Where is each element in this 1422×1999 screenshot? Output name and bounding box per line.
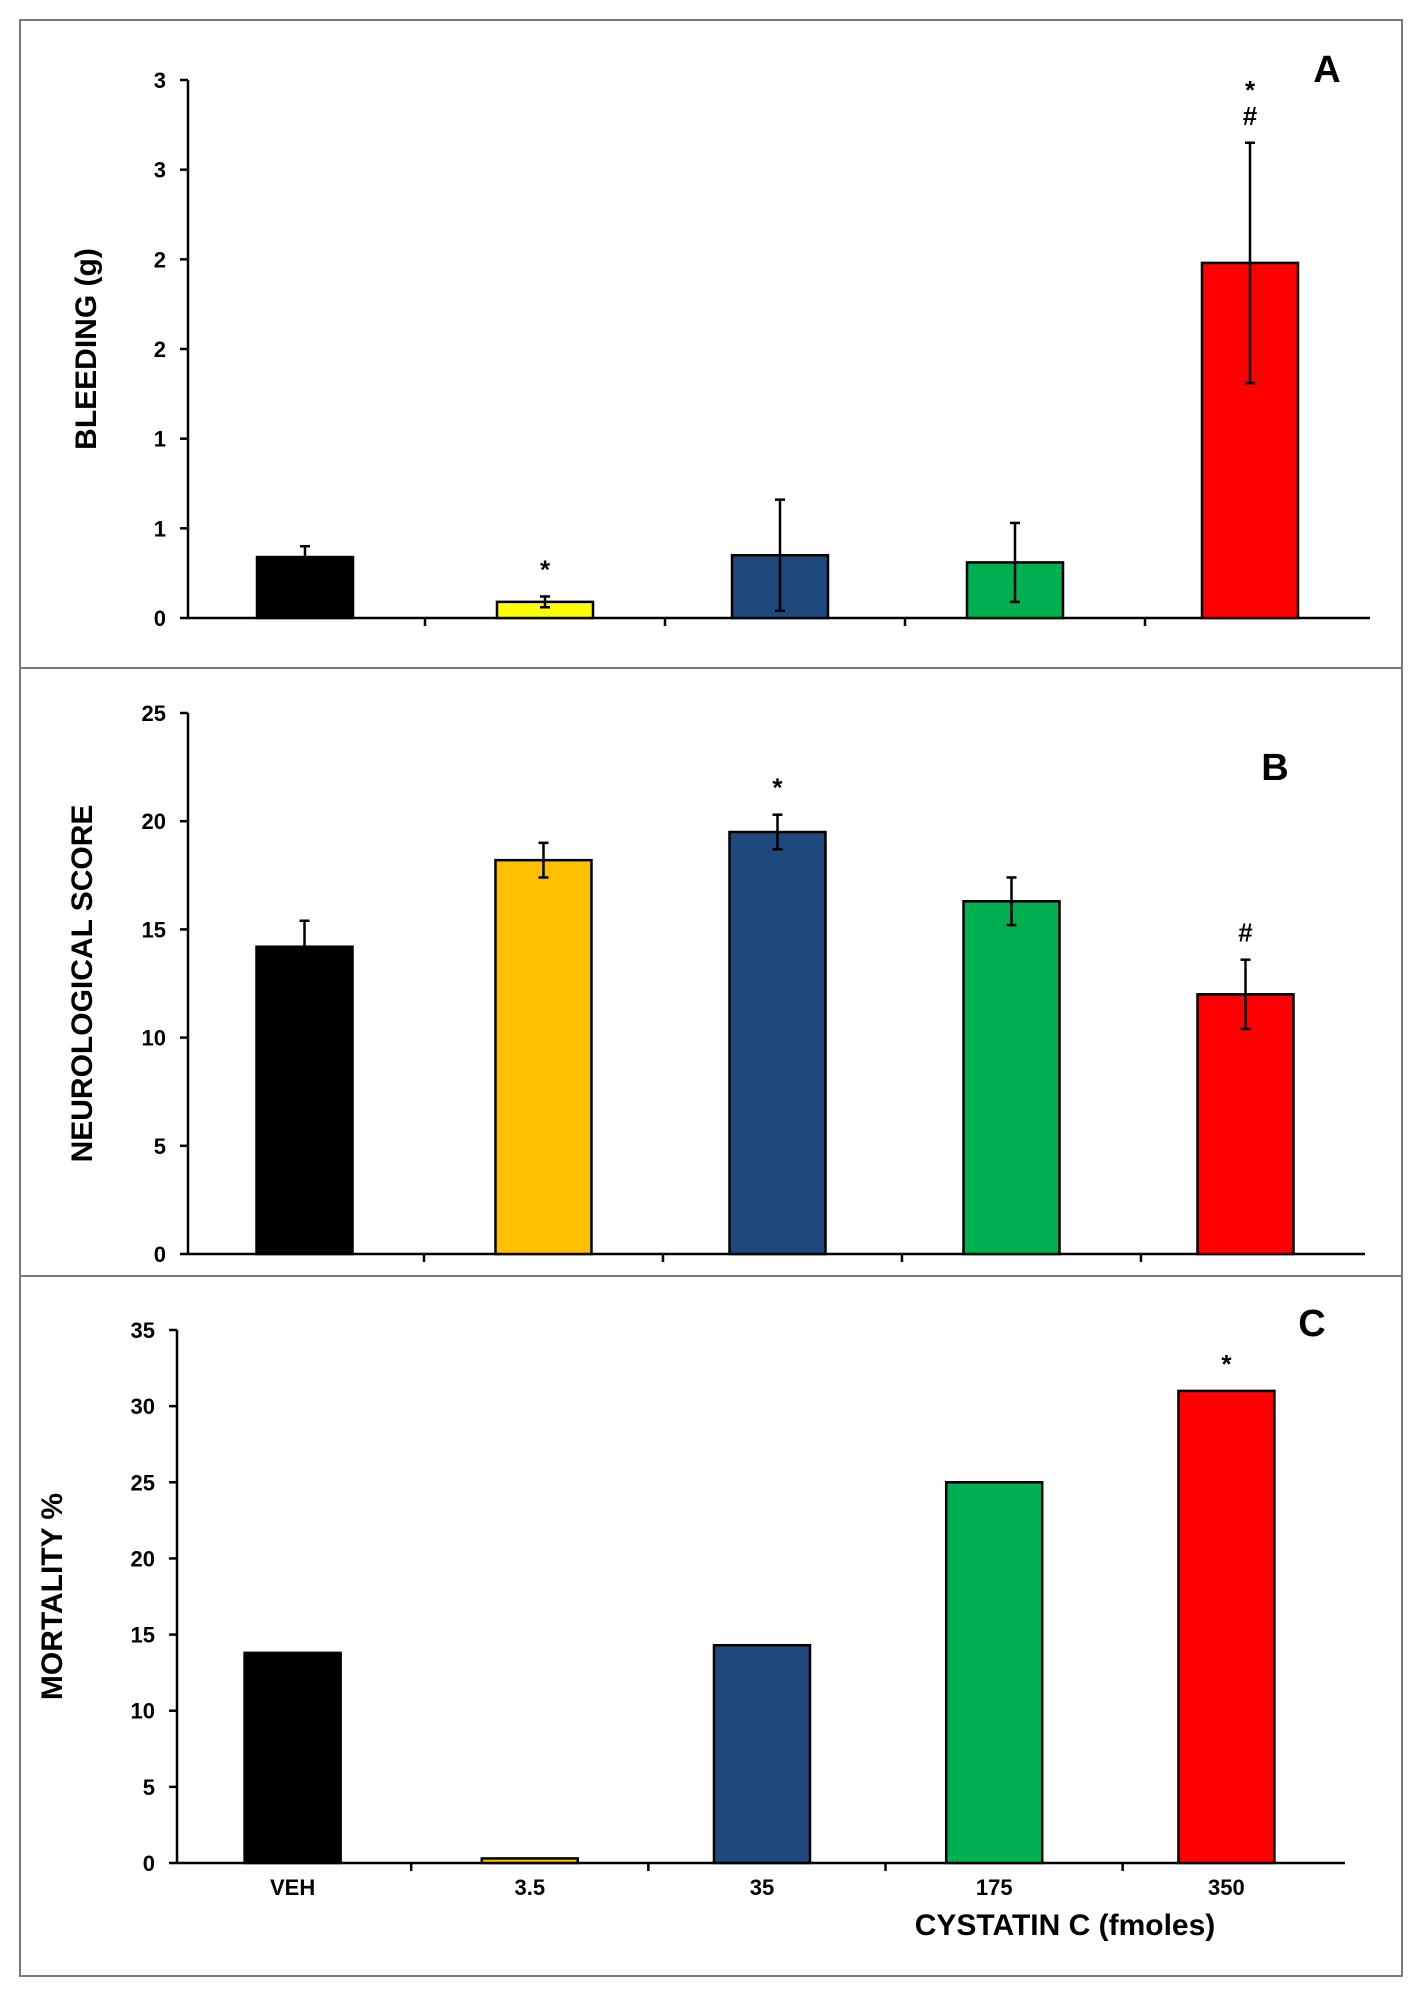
panel-b-significance-mark: # (1238, 918, 1253, 948)
panel-a-y-tick-label: 0 (154, 606, 166, 631)
panel-c-category-label: VEH (270, 1875, 315, 1900)
panel-a-border (19, 19, 1403, 669)
panel-c-y-tick-label: 0 (143, 1851, 155, 1876)
panel-a-y-tick-label: 3 (154, 68, 166, 93)
panel-c-category-label: 175 (976, 1875, 1013, 1900)
panel-b-bar-175 (962, 900, 1061, 1256)
panel-c-bar-veh (243, 1651, 342, 1865)
panel-a-significance-mark: * (1245, 75, 1256, 105)
panel-b-bar-350 (1196, 993, 1295, 1256)
panel-a-significance-mark: # (1243, 101, 1258, 131)
panel-b-bar-35 (728, 830, 827, 1256)
panel-a-significance-mark: * (540, 554, 551, 584)
panel-b-y-tick-label: 25 (142, 701, 166, 726)
panel-a-y-axis-title: BLEEDING (g) (70, 248, 103, 450)
panel-b-bar-veh (255, 945, 354, 1256)
panel-b-y-axis-title: NEUROLOGICAL SCORE (66, 805, 99, 1163)
panel-b-y-tick-label: 0 (154, 1242, 166, 1267)
panel-b-y-tick-label: 20 (142, 809, 166, 834)
panel-a-y-tick-label: 2 (154, 247, 166, 272)
panel-c-category-label: 350 (1208, 1875, 1245, 1900)
panel-b-y-tick-label: 15 (142, 917, 166, 942)
panel-c-y-tick-label: 20 (131, 1546, 155, 1571)
panel-b-letter: B (1261, 747, 1288, 789)
panel-a-y-tick-label: 3 (154, 158, 166, 183)
panel-b-y-tick-label: 5 (154, 1134, 166, 1159)
panel-b-significance-mark: * (772, 773, 783, 803)
panel-b-y-tick-label: 10 (142, 1026, 166, 1051)
panel-a-y-tick-label: 1 (154, 427, 166, 452)
panel-b-border (19, 667, 1403, 1277)
panel-c-letter: C (1298, 1303, 1325, 1345)
panel-c-y-tick-label: 30 (131, 1394, 155, 1419)
panel-c-x-axis-title: CYSTATIN C (fmoles) (915, 1909, 1216, 1942)
panel-c-y-tick-label: 35 (131, 1318, 155, 1343)
panel-c-category-label: 35 (750, 1875, 774, 1900)
panel-b-chart: 0 5 10 15 20 25 * # NEUROLOGICAL SCORE B (66, 701, 1365, 1267)
panel-c-significance-mark: * (1221, 1349, 1232, 1379)
panel-b-bar-3-5 (494, 858, 593, 1256)
panel-c-bar-35 (712, 1643, 812, 1865)
panel-c-bar-350 (1177, 1389, 1276, 1865)
panel-c-border (19, 1275, 1403, 1977)
panel-c-y-tick-label: 15 (131, 1623, 155, 1648)
panel-a-y-tick-label: 1 (154, 516, 166, 541)
panel-c-bar-175 (944, 1481, 1044, 1865)
panel-c-category-label: 3.5 (514, 1875, 545, 1900)
panel-c-y-axis-title: MORTALITY % (36, 1493, 69, 1700)
panel-c-y-tick-label: 25 (131, 1470, 155, 1495)
panel-a-letter: A (1313, 49, 1340, 91)
panel-a-y-tick-label: 2 (154, 337, 166, 362)
panel-c-chart: 0 5 10 15 20 25 30 35 VEH 3.5 35 175 * 350 MORTALITY %… (36, 1303, 1345, 1942)
panel-c-y-tick-label: 5 (143, 1775, 155, 1800)
panel-c-bar-3-5 (480, 1857, 580, 1865)
panel-c-y-tick-label: 10 (131, 1699, 155, 1724)
